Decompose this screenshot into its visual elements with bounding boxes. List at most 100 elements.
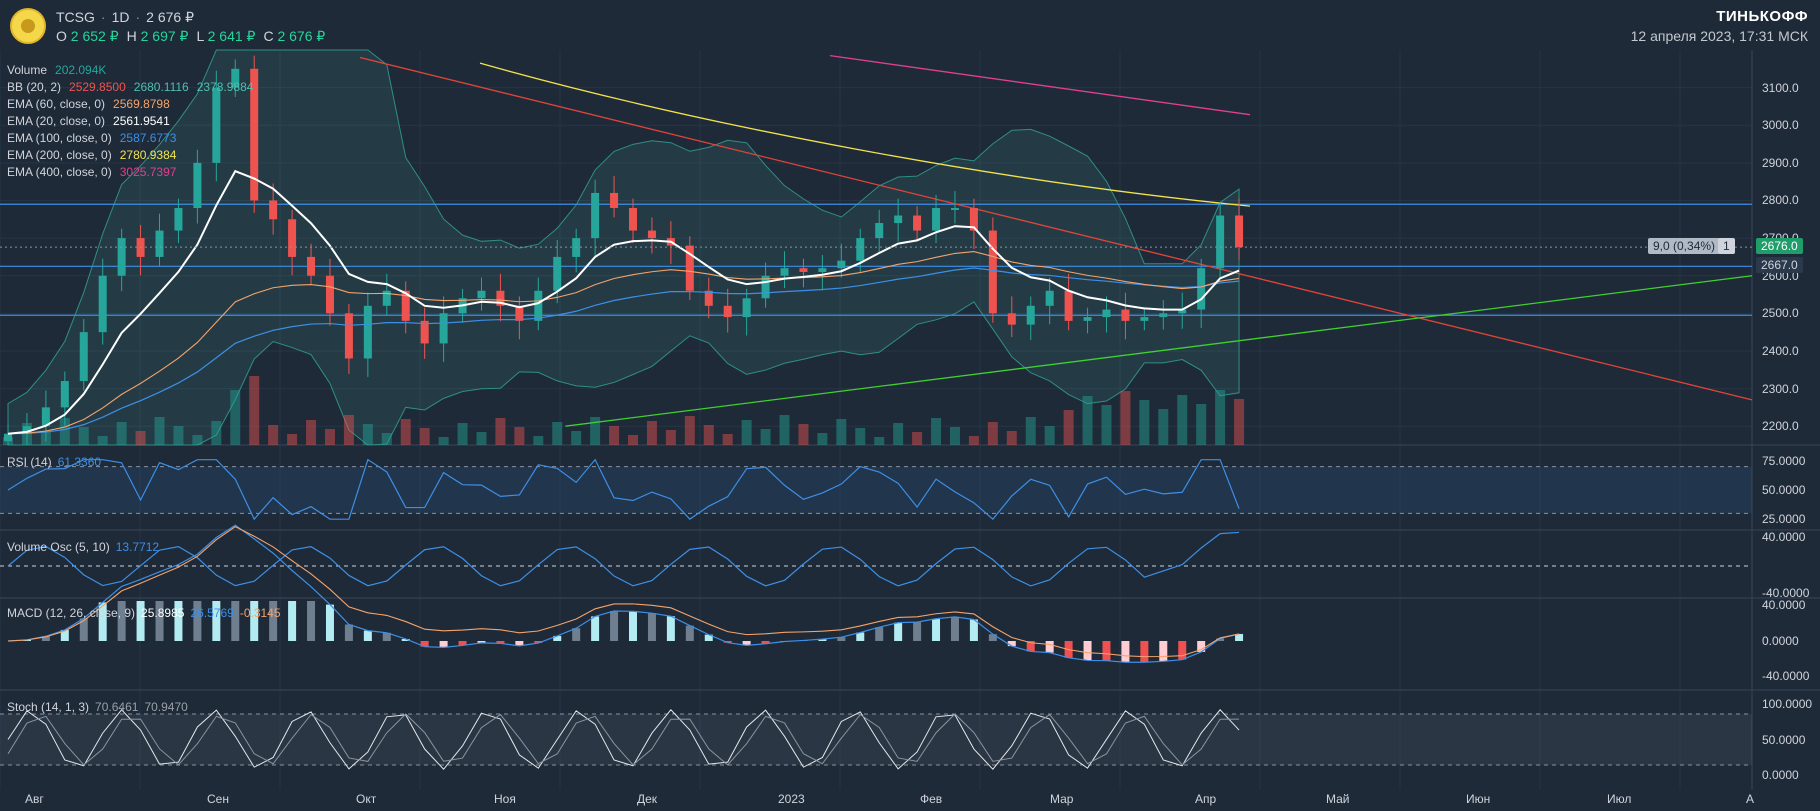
legend-label: EMA (200, close, 0)	[7, 148, 112, 162]
y-tick-label: 2900.0	[1762, 155, 1799, 170]
macd-histogram-bar	[1235, 633, 1244, 641]
volume-bar	[59, 418, 70, 445]
volume-bar	[987, 422, 998, 445]
legend-item[interactable]: EMA (60, close, 0) 2569.8798	[7, 97, 170, 111]
macd-histogram-bar	[477, 641, 486, 643]
volume-bar	[1177, 395, 1188, 445]
candle-body	[1140, 317, 1149, 321]
candle-body	[1235, 215, 1244, 248]
macd-histogram-bar	[572, 628, 581, 641]
macd-histogram-bar	[288, 601, 297, 641]
macd-histogram-bar	[685, 625, 694, 641]
legend-value: 202.094K	[55, 63, 107, 77]
macd-histogram-bar	[250, 601, 259, 641]
volume-bar	[817, 433, 828, 445]
legend-item[interactable]: Volume 202.094K	[7, 63, 106, 77]
candle-body	[22, 426, 31, 434]
candle-body	[761, 275, 770, 299]
candle-body	[174, 208, 183, 231]
macd-histogram-bar	[1121, 641, 1130, 663]
macd-histogram-bar	[212, 601, 221, 641]
volume-bar	[1139, 400, 1150, 445]
macd-histogram-bar	[155, 601, 164, 641]
candle-body	[780, 268, 789, 276]
ohlc-l: L 2 641 ₽	[196, 28, 256, 44]
macd-histogram-bar	[591, 616, 600, 641]
candle-body	[932, 208, 941, 231]
candle-body	[534, 290, 543, 321]
macd-histogram-bar	[307, 601, 316, 641]
x-tick-label: А	[1746, 792, 1755, 806]
macd-histogram-bar	[60, 629, 69, 641]
x-tick-label: Окт	[356, 792, 377, 806]
stoch-band	[0, 714, 1752, 765]
macd-histogram-bar	[534, 641, 543, 644]
candle-body	[969, 208, 978, 231]
rsi-band	[0, 466, 1752, 514]
legend-item[interactable]: EMA (200, close, 0) 2780.9384	[7, 148, 176, 162]
macd-histogram-bar	[818, 639, 827, 641]
macd-histogram-bar	[325, 604, 334, 641]
macd-histogram-bar	[496, 641, 505, 644]
macd-histogram-bar	[344, 624, 353, 641]
macd-histogram-bar	[1140, 641, 1149, 663]
legend-item[interactable]: EMA (400, close, 0) 3025.7397	[7, 165, 176, 179]
macd-line	[7, 524, 1240, 663]
legend-label: EMA (20, close, 0)	[7, 114, 106, 128]
legend-label: BB (20, 2)	[7, 80, 62, 94]
macd-histogram-bar	[1007, 641, 1016, 647]
y-tick-label: -40.0000	[1762, 586, 1810, 600]
macd-histogram-bar	[420, 641, 429, 647]
macd-histogram-bar	[1102, 641, 1111, 661]
volume-bar	[514, 427, 525, 445]
volume-bar	[798, 424, 809, 445]
volume-bar	[1215, 390, 1226, 445]
trendline	[565, 275, 1753, 427]
legend-item[interactable]: BB (20, 2) 2529.8500 2680.1116 2378.9884	[7, 80, 253, 94]
volume-bar	[609, 426, 620, 445]
x-tick-label: Дек	[637, 792, 658, 806]
volume-bar	[855, 428, 866, 445]
candle-body	[1102, 309, 1111, 318]
candle-body	[629, 208, 637, 231]
price-change-tag: 9,0 (0,34%)	[1648, 238, 1721, 255]
ticker[interactable]: TCSG	[56, 9, 95, 25]
legend-value: 2680.1116	[133, 80, 189, 94]
candle-body	[307, 256, 316, 276]
candle-body	[1007, 313, 1016, 325]
interval[interactable]: 1D	[111, 9, 130, 25]
candle-body	[231, 68, 240, 88]
rsi-label[interactable]: RSI (14) 61.3360	[7, 455, 102, 469]
y-tick-label: 100.0000	[1762, 697, 1813, 711]
legend-label: Volume	[7, 63, 48, 77]
volume-bar	[438, 437, 449, 445]
candle-body	[420, 320, 429, 344]
candle-body	[288, 219, 297, 257]
volume-bar	[1234, 399, 1245, 445]
legend-value: 2561.9541	[113, 114, 170, 128]
volume-bar	[552, 422, 563, 445]
legend-item[interactable]: EMA (100, close, 0) 2587.6773	[7, 131, 176, 145]
stoch-label[interactable]: Stoch (14, 1, 3) 70.6461 70.9470	[7, 700, 188, 714]
macd-label[interactable]: MACD (12, 26, close, 9) 25.8985 26.5769 -0.…	[7, 606, 281, 620]
candle-body	[155, 230, 164, 257]
candle-body	[950, 208, 959, 210]
volume-bar	[533, 436, 544, 445]
candle-body	[515, 305, 524, 321]
macd-histogram-bar	[1216, 638, 1225, 641]
macd-histogram-bar	[950, 616, 959, 641]
macd-histogram-bar	[1159, 641, 1168, 662]
volume-bar	[628, 435, 638, 445]
macd-histogram-bar	[363, 630, 372, 641]
candle-body	[382, 290, 391, 306]
volume-osc-label[interactable]: Volume Osc (5, 10) 13.7712	[7, 540, 160, 554]
macd-histogram-bar	[610, 611, 619, 641]
brand-name: ТИНЬКОФФ	[1716, 8, 1808, 25]
candle-body	[1045, 290, 1054, 306]
legend-item[interactable]: EMA (20, close, 0) 2561.9541	[7, 114, 170, 128]
x-tick-label: Июн	[1466, 792, 1491, 806]
volume-bar	[722, 434, 733, 445]
count-tag: 1	[1718, 238, 1735, 255]
candle-body	[1064, 290, 1073, 321]
